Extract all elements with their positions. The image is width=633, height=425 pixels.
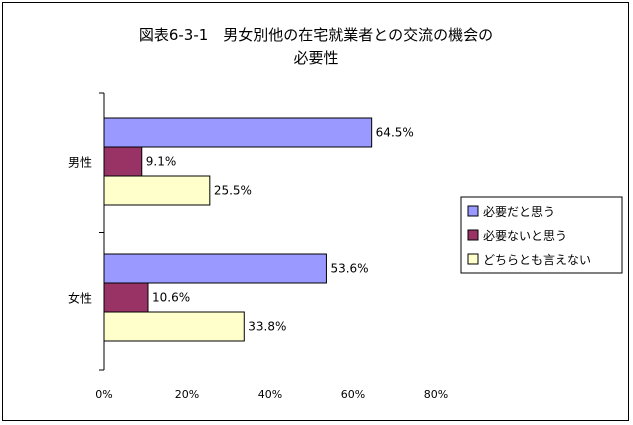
legend-label: 必要だと思う [483, 205, 555, 219]
bar [103, 282, 149, 313]
data-label: 25.5% [214, 184, 252, 198]
category-label: 女性 [68, 291, 92, 306]
bar [103, 175, 211, 206]
legend-swatch [467, 205, 479, 217]
x-tick-label: 60% [341, 388, 365, 401]
bar [103, 117, 373, 148]
legend-label: 必要ないと思う [483, 229, 567, 243]
x-tick-label: 40% [258, 388, 282, 401]
bar [103, 311, 245, 342]
chart-title-line: 図表6-3-1 男女別他の在宅就業者との交流の機会の [139, 26, 493, 44]
data-label: 9.1% [146, 155, 177, 169]
data-label: 53.6% [330, 262, 368, 276]
chart-title-line: 必要性 [293, 49, 338, 67]
x-tick-label: 80% [424, 388, 448, 401]
bar [103, 253, 327, 284]
data-label: 33.8% [248, 320, 286, 334]
bar [103, 146, 143, 177]
legend-box [460, 196, 623, 274]
category-label: 男性 [68, 156, 92, 170]
legend-label: どちらとも言えない [483, 253, 591, 267]
x-tick-label: 0% [95, 388, 112, 401]
x-tick-label: 20% [175, 388, 199, 401]
data-label: 10.6% [152, 291, 190, 305]
legend-swatch [467, 229, 479, 241]
data-label: 64.5% [376, 126, 414, 140]
legend-swatch [467, 253, 479, 265]
